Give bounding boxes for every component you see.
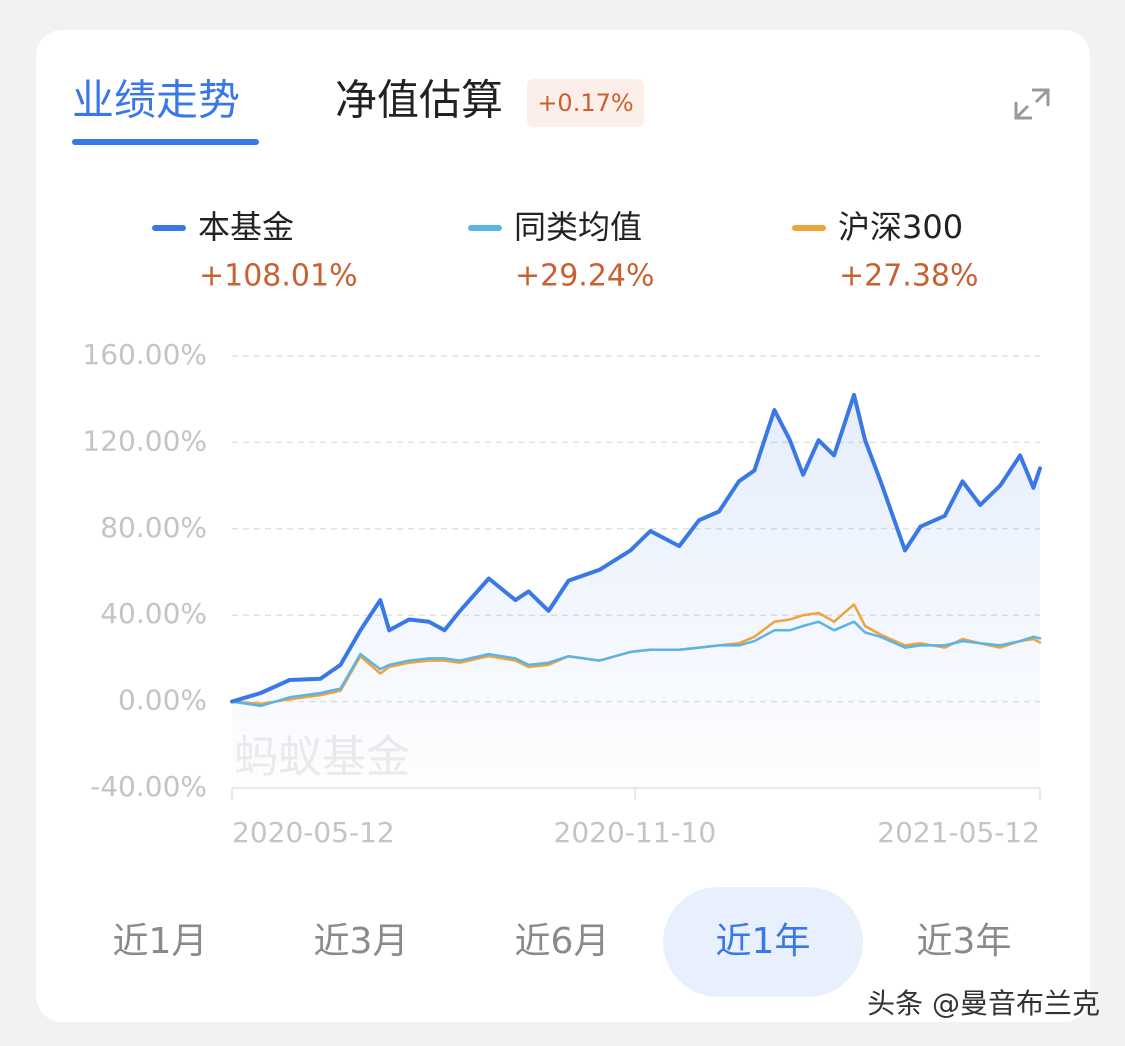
- period-pill: [663, 887, 863, 997]
- series-area: [232, 394, 1040, 788]
- expand-icon[interactable]: [1014, 88, 1050, 120]
- tab[interactable]: 净值估算: [335, 76, 503, 125]
- legend-swatch: [152, 225, 186, 231]
- tab[interactable]: 业绩走势: [72, 76, 240, 125]
- period-button[interactable]: 近3月: [314, 921, 409, 962]
- x-tick-label: 2020-05-12: [232, 816, 395, 849]
- x-tick-label: 2021-05-12: [877, 816, 1040, 849]
- series-line: [230, 392, 1042, 704]
- y-tick-label: 160.00%: [82, 338, 207, 371]
- period-button[interactable]: 近1月: [113, 921, 208, 962]
- legend-change: +29.24%: [515, 259, 655, 294]
- badge-bg: [527, 79, 644, 127]
- tab-underline: [72, 139, 259, 145]
- period-button[interactable]: 近3年: [917, 921, 1012, 962]
- legend-swatch: [468, 225, 502, 231]
- y-tick-label: 80.00%: [100, 511, 207, 544]
- legend-change: +108.01%: [199, 259, 358, 294]
- footer: 头条 @曼音布兰克: [867, 987, 1100, 1020]
- legend-change: +27.38%: [839, 259, 979, 294]
- period-button[interactable]: 近6月: [515, 921, 610, 962]
- x-tick-label: 2020-11-10: [554, 816, 717, 849]
- estimate-badge: +0.17%: [537, 89, 633, 117]
- legend-label: 本基金: [198, 208, 294, 246]
- period-button[interactable]: 近1年: [716, 921, 811, 962]
- y-tick-label: 120.00%: [82, 424, 207, 457]
- y-tick-label: 40.00%: [100, 597, 207, 630]
- legend-label: 同类均值: [514, 208, 642, 246]
- y-tick-label: 0.00%: [118, 684, 207, 717]
- y-tick-label: -40.00%: [90, 770, 207, 803]
- legend-swatch: [792, 225, 826, 231]
- series-line: [230, 620, 1042, 708]
- legend-label: 沪深300: [838, 208, 963, 246]
